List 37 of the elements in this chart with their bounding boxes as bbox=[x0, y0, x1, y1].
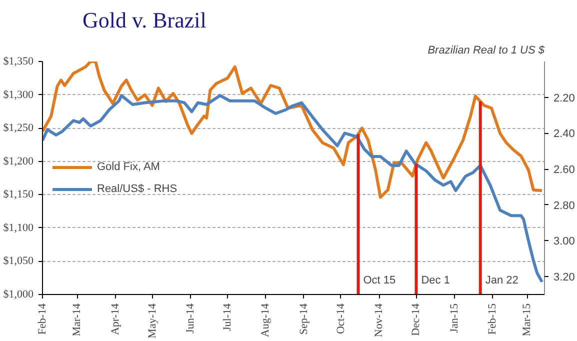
y-tick-label: $1,200 bbox=[3, 155, 34, 168]
x-tick-label: May-14 bbox=[146, 303, 158, 338]
line-series bbox=[42, 62, 544, 199]
ref-line-label: Oct 15 bbox=[363, 274, 396, 286]
x-tick-label: Aug-14 bbox=[260, 303, 272, 338]
x-tick-label: Nov-14 bbox=[373, 303, 386, 338]
y-tick-label: $1,100 bbox=[3, 222, 34, 234]
x-tick-label: Feb-14 bbox=[36, 303, 48, 335]
y2-tick-label: 2.80 bbox=[554, 200, 575, 212]
legend-label: Real/US$ - RHS bbox=[97, 182, 178, 194]
x-tick-label: Mar-15 bbox=[521, 303, 534, 336]
x-tick-label: Mar-14 bbox=[71, 303, 84, 336]
x-tick-label: Apr-14 bbox=[109, 303, 122, 336]
y2-tick-label: 2.40 bbox=[554, 128, 575, 140]
chart-title: Gold v. Brazil bbox=[82, 8, 206, 32]
x-tick-label: Sep-14 bbox=[298, 303, 310, 335]
x-tick-label: Jun-14 bbox=[184, 303, 197, 334]
y2-tick-label: 2.60 bbox=[554, 164, 575, 176]
x-tick-label: Oct-14 bbox=[334, 303, 347, 334]
x-tick-label: Feb-15 bbox=[486, 303, 499, 335]
x-tick-label: Jul-14 bbox=[222, 303, 234, 331]
x-tick-label: Jan-15 bbox=[448, 303, 460, 333]
y2-axis-title: Brazilian Real to 1 US $ bbox=[428, 44, 546, 56]
ref-line-label: Dec 1 bbox=[421, 274, 450, 286]
y2-tick-label: 2.20 bbox=[554, 92, 575, 104]
y-tick-label: $1,000 bbox=[3, 288, 34, 300]
y2-tick-label: 3.00 bbox=[554, 236, 575, 248]
legend-label: Gold Fix, AM bbox=[97, 160, 160, 172]
y2-tick-label: 3.20 bbox=[554, 272, 575, 284]
line-series bbox=[42, 94, 544, 284]
y-tick-label: $1,150 bbox=[3, 188, 34, 201]
y-tick-label: $1,300 bbox=[3, 88, 34, 101]
y-tick-label: $1,050 bbox=[3, 255, 34, 268]
y-tick-label: $1,350 bbox=[3, 56, 34, 68]
ref-line-label: Jan 22 bbox=[485, 274, 518, 286]
y-tick-label: $1,250 bbox=[3, 122, 34, 134]
x-tick-label: Dec-14 bbox=[410, 303, 422, 336]
